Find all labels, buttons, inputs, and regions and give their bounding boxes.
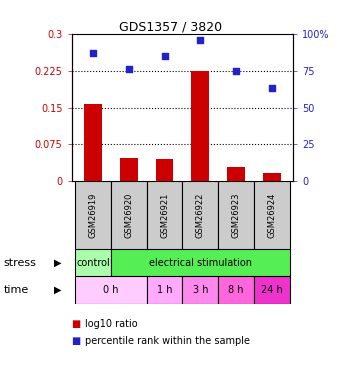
Text: 0 h: 0 h — [103, 285, 119, 295]
Text: ■: ■ — [72, 336, 81, 346]
Bar — [147, 276, 182, 304]
Bar — [254, 182, 290, 249]
Text: GSM26924: GSM26924 — [267, 192, 276, 238]
Text: GSM26919: GSM26919 — [89, 192, 98, 238]
Bar — [84, 104, 102, 182]
Text: GDS1357 / 3820: GDS1357 / 3820 — [119, 21, 222, 34]
Text: GSM26920: GSM26920 — [124, 192, 133, 238]
Bar — [182, 276, 218, 304]
Bar — [254, 276, 290, 304]
Text: ▶: ▶ — [54, 258, 62, 268]
Bar — [227, 166, 245, 182]
Text: time: time — [3, 285, 29, 295]
Bar — [218, 182, 254, 249]
Point — [197, 37, 203, 43]
Text: GSM26922: GSM26922 — [196, 192, 205, 238]
Text: GSM26923: GSM26923 — [232, 192, 240, 238]
Bar — [263, 172, 281, 182]
Bar — [111, 249, 290, 276]
Bar — [75, 276, 147, 304]
Bar — [75, 249, 111, 276]
Text: 8 h: 8 h — [228, 285, 244, 295]
Bar — [155, 159, 174, 182]
Text: electrical stimulation: electrical stimulation — [149, 258, 252, 268]
Point — [269, 86, 275, 92]
Text: ■: ■ — [72, 320, 81, 329]
Point — [233, 68, 239, 74]
Text: log10 ratio: log10 ratio — [85, 320, 138, 329]
Text: percentile rank within the sample: percentile rank within the sample — [85, 336, 250, 346]
Point — [126, 66, 132, 72]
Point — [90, 50, 96, 56]
Text: stress: stress — [3, 258, 36, 268]
Text: control: control — [76, 258, 110, 268]
Text: 24 h: 24 h — [261, 285, 283, 295]
Bar — [120, 158, 138, 182]
Text: 3 h: 3 h — [193, 285, 208, 295]
Bar — [182, 182, 218, 249]
Bar — [191, 70, 209, 182]
Bar — [75, 182, 111, 249]
Text: GSM26921: GSM26921 — [160, 192, 169, 238]
Point — [162, 53, 167, 59]
Text: 1 h: 1 h — [157, 285, 172, 295]
Bar — [218, 276, 254, 304]
Text: ▶: ▶ — [54, 285, 62, 295]
Bar — [147, 182, 182, 249]
Bar — [111, 182, 147, 249]
